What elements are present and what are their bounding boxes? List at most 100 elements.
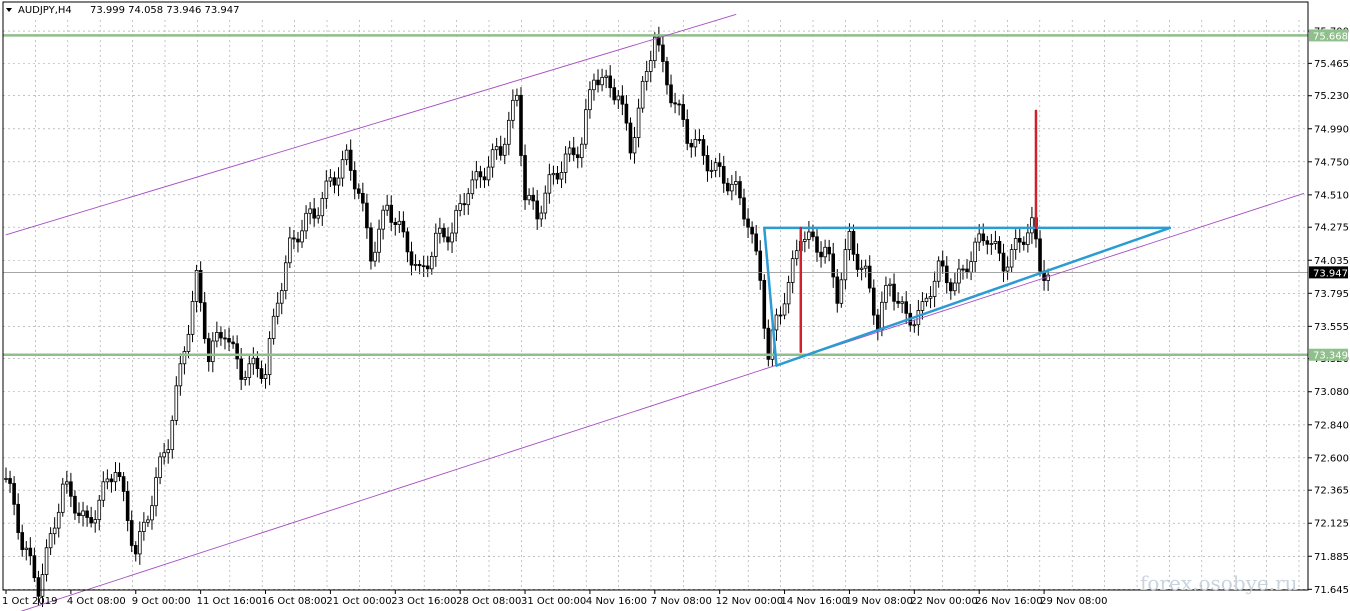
y-tick-label: 74.035 <box>1314 256 1349 267</box>
candle <box>1005 256 1010 280</box>
candle <box>738 176 742 206</box>
candle <box>904 291 909 324</box>
candle <box>162 442 166 465</box>
candle <box>320 191 325 226</box>
candle <box>823 239 827 264</box>
channel-lower-line <box>20 193 1305 611</box>
candle <box>146 515 150 528</box>
y-tick-label: 74.990 <box>1314 124 1349 135</box>
x-tick-label: 9 Oct 00:00 <box>132 596 191 607</box>
candle <box>142 512 146 541</box>
candle <box>69 472 73 508</box>
candle <box>482 167 487 188</box>
candle <box>381 205 385 240</box>
candle <box>608 65 612 98</box>
candle <box>308 202 312 225</box>
candle <box>494 137 499 160</box>
candle <box>442 223 446 243</box>
candle <box>762 274 767 340</box>
candle <box>697 129 702 144</box>
candle <box>669 74 673 108</box>
candle <box>474 160 479 189</box>
candle <box>48 527 53 556</box>
candle <box>377 219 381 263</box>
x-tick-label: 12 Nov 00:00 <box>716 596 783 607</box>
candle <box>304 205 308 240</box>
candle <box>275 292 280 325</box>
candle <box>498 135 503 161</box>
candle <box>555 165 560 185</box>
candle <box>713 157 718 178</box>
candle <box>89 506 93 528</box>
candle <box>681 94 685 127</box>
candle <box>450 222 454 253</box>
candle <box>803 231 807 253</box>
level-price-label: 75.668 <box>1313 31 1348 42</box>
candle <box>839 272 844 308</box>
candle <box>790 250 795 294</box>
x-tick-label: 14 Nov 16:00 <box>781 596 848 607</box>
candle <box>705 145 710 182</box>
candle <box>575 146 580 169</box>
candle <box>105 469 110 490</box>
candle <box>65 470 69 494</box>
y-tick-label: 74.510 <box>1314 190 1349 201</box>
candle <box>466 188 471 215</box>
candle <box>782 292 787 320</box>
candle <box>580 137 584 168</box>
candle <box>44 539 49 582</box>
candle <box>928 286 933 309</box>
candle <box>993 230 998 250</box>
candle <box>288 226 292 269</box>
candle <box>117 462 122 482</box>
candle <box>766 319 771 367</box>
candle <box>401 211 406 238</box>
candle <box>421 255 426 277</box>
y-tick-label: 73.795 <box>1314 289 1349 300</box>
candle <box>438 217 442 244</box>
candle <box>567 140 572 162</box>
candle <box>685 109 690 151</box>
candle <box>73 490 77 520</box>
candle <box>523 144 527 210</box>
y-tick-label: 75.465 <box>1314 59 1349 70</box>
candle <box>628 117 633 160</box>
candle <box>170 415 175 459</box>
candle <box>446 227 450 251</box>
candle <box>693 129 698 157</box>
candle <box>32 547 37 582</box>
candle <box>876 308 880 341</box>
candle <box>673 92 677 114</box>
candle <box>592 73 596 101</box>
candle <box>1038 230 1042 277</box>
candle <box>571 136 576 162</box>
plot-frame <box>2 1 1309 591</box>
candle <box>154 467 158 517</box>
candle <box>470 170 475 199</box>
candle <box>754 224 758 256</box>
x-tick-label: 28 Oct 08:00 <box>456 596 521 607</box>
candle <box>884 276 888 310</box>
candle <box>20 524 25 557</box>
candle <box>551 165 556 185</box>
candle <box>490 143 495 178</box>
candle <box>36 570 41 606</box>
candle <box>211 332 215 373</box>
candle <box>892 273 896 311</box>
x-tick-label: 4 Oct 08:00 <box>67 596 126 607</box>
candle <box>932 271 937 308</box>
candle <box>807 220 811 249</box>
candle <box>604 69 608 89</box>
candle <box>166 439 171 464</box>
candle <box>815 229 819 262</box>
candle <box>563 146 568 184</box>
candle <box>511 89 515 129</box>
candle <box>113 462 118 491</box>
candle <box>665 56 669 95</box>
candle <box>648 51 653 83</box>
candle <box>969 251 973 281</box>
grid <box>2 20 1308 590</box>
candle <box>458 194 462 217</box>
